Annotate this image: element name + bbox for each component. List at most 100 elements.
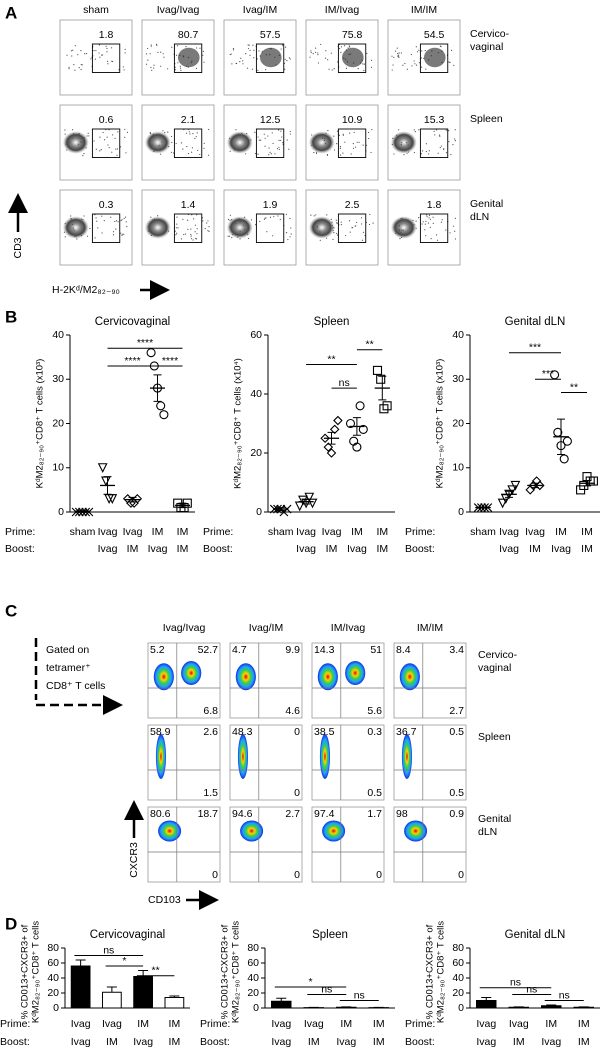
event-dot: [111, 61, 112, 62]
quadrant-value: 0: [212, 869, 218, 881]
event-dot: [79, 133, 80, 134]
event-dot: [199, 154, 200, 155]
event-dot: [70, 215, 71, 216]
density: [154, 663, 174, 690]
event-dot: [72, 50, 73, 51]
prime-label: IM: [555, 526, 567, 538]
row-label: Boost:: [0, 1036, 30, 1048]
quadrant-value: 0.3: [367, 726, 382, 738]
event-dot: [264, 219, 265, 220]
prime-label: Ivag: [322, 526, 342, 538]
y-tick-label: 40: [247, 972, 259, 984]
event-dot: [309, 57, 310, 58]
event-dot: [424, 229, 425, 230]
event-dot: [399, 52, 400, 53]
event-dot: [90, 58, 91, 59]
column-header: IM/IM: [417, 622, 443, 634]
prime-label: IM: [169, 1018, 181, 1030]
event-dot: [187, 220, 188, 221]
event-dot: [197, 228, 198, 229]
row-label: Prime:: [5, 526, 35, 538]
event-dot: [334, 68, 335, 69]
event-dot: [346, 68, 347, 69]
event-dot: [126, 221, 127, 222]
event-dot: [434, 134, 435, 135]
event-dot: [414, 63, 415, 64]
y-tick-label: 40: [452, 329, 464, 341]
event-dot: [443, 148, 444, 149]
event-dot: [153, 220, 154, 221]
event-dot: [455, 140, 456, 141]
event-dot: [162, 130, 163, 131]
event-dot: [117, 131, 118, 132]
event-dot: [123, 234, 124, 235]
bar: [71, 966, 90, 1008]
event-dot: [124, 137, 125, 138]
event-dot: [331, 222, 332, 223]
data-point: [99, 464, 107, 472]
event-dot: [398, 57, 399, 58]
boost-label: Ivag: [541, 1036, 561, 1048]
event-dot: [264, 146, 265, 147]
event-dot: [125, 152, 126, 153]
data-point: [102, 477, 110, 485]
event-dot: [260, 140, 261, 141]
event-dot: [122, 234, 123, 235]
row-label: Cervico-: [478, 649, 518, 661]
event-dot: [315, 145, 316, 146]
gating-label: Gated on: [46, 644, 89, 656]
event-dot: [442, 219, 443, 220]
event-dot: [422, 150, 423, 151]
event-dot: [399, 229, 400, 230]
quadrant-value: 0: [294, 726, 300, 738]
panel-label: C: [5, 601, 17, 620]
boost-label: IM: [127, 543, 139, 555]
event-dot: [266, 231, 267, 232]
event-dot: [418, 50, 419, 51]
event-dot: [96, 149, 97, 150]
gate-value: 1.9: [263, 199, 278, 211]
column-header: IM/Ivag: [325, 4, 360, 16]
column-header: Ivag/IM: [243, 4, 277, 16]
event-dot: [368, 138, 369, 139]
event-dot: [186, 133, 187, 134]
event-dot: [247, 68, 248, 69]
error-bar: [79, 511, 87, 512]
event-dot: [265, 138, 266, 139]
boost-label: IM: [106, 1036, 118, 1048]
event-dot: [195, 225, 196, 226]
event-dot: [448, 141, 449, 142]
event-dot: [195, 231, 196, 232]
y-tick-label: 40: [52, 329, 64, 341]
boost-label: Ivag: [296, 543, 316, 555]
event-dot: [74, 70, 75, 71]
event-dot: [421, 57, 422, 58]
event-dot: [182, 219, 183, 220]
event-dot: [95, 50, 96, 51]
event-dot: [455, 218, 456, 219]
event-dot: [454, 231, 455, 232]
event-dot: [76, 238, 77, 239]
event-dot: [392, 144, 393, 145]
event-dot: [244, 229, 245, 230]
event-dot: [106, 51, 107, 52]
event-dot: [341, 224, 342, 225]
boost-label: IM: [326, 543, 338, 555]
event-dot: [333, 136, 334, 137]
event-dot: [233, 48, 234, 49]
significance-label: ***: [529, 341, 541, 353]
event-dot: [336, 222, 337, 223]
event-dot: [318, 136, 319, 137]
event-dot: [151, 235, 152, 236]
event-dot: [71, 219, 72, 220]
event-dot: [86, 53, 87, 54]
event-dot: [331, 53, 332, 54]
event-dot: [75, 236, 76, 237]
row-label: Genital: [478, 813, 511, 825]
event-dot: [244, 217, 245, 218]
event-dot: [404, 63, 405, 64]
event-dot: [355, 225, 356, 226]
event-dot: [102, 232, 103, 233]
significance-label: **: [366, 339, 374, 351]
event-dot: [188, 153, 189, 154]
